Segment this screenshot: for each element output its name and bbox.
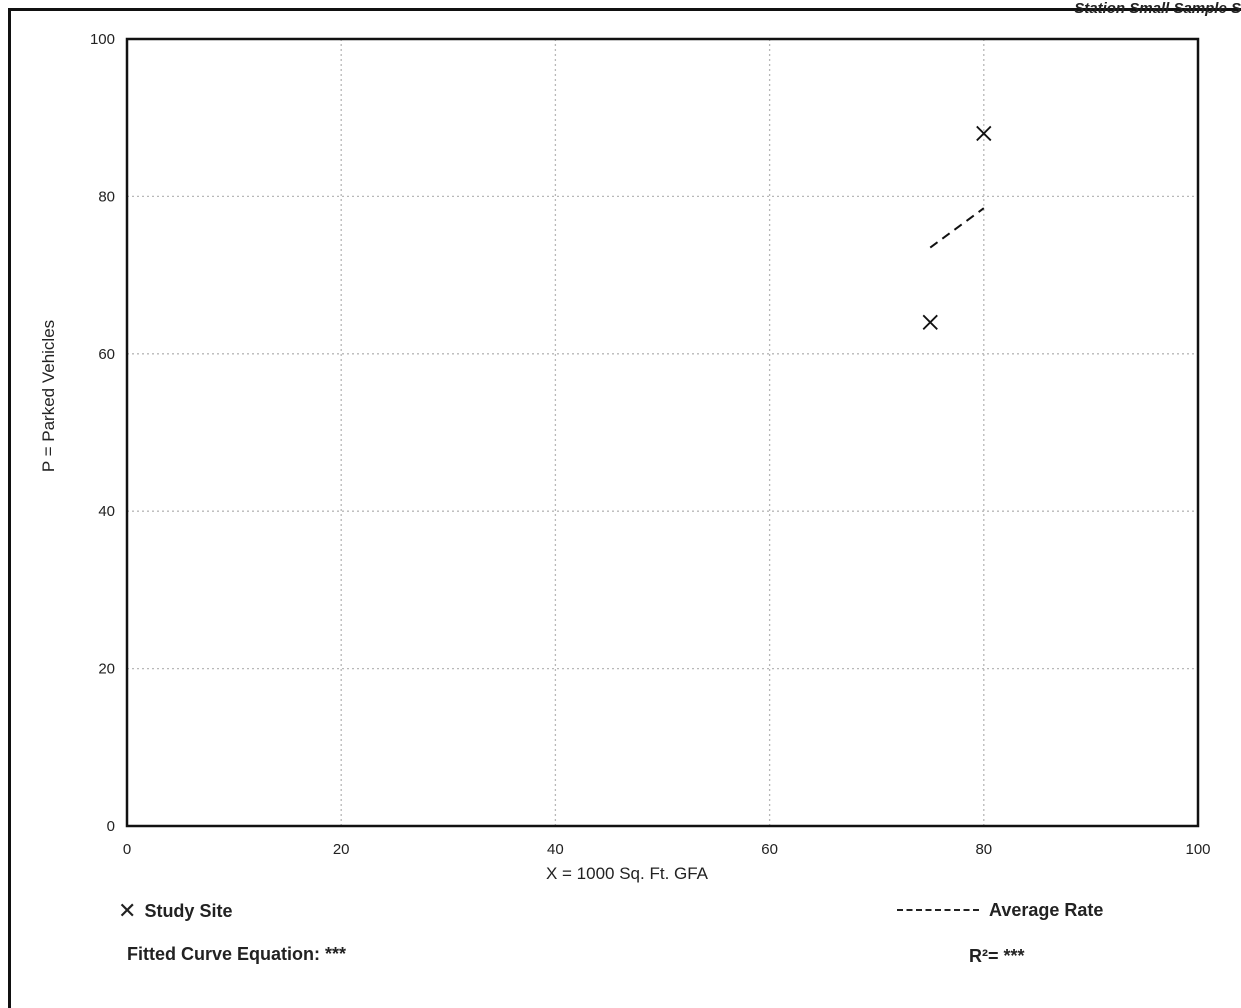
legend-study-site-label: Study Site xyxy=(144,901,233,921)
y-tick-label-3: 60 xyxy=(98,346,115,363)
study-site-marker-icon: ✕ xyxy=(118,898,137,923)
y-axis-label: P = Parked Vehicles xyxy=(39,320,58,472)
x-tick-label-1: 20 xyxy=(333,841,350,858)
y-tick-label-5: 100 xyxy=(90,31,115,48)
x-tick-label-5: 100 xyxy=(1185,841,1210,858)
x-tick-label-4: 80 xyxy=(975,841,992,858)
dashed-line-icon xyxy=(897,909,979,911)
y-tick-label-1: 20 xyxy=(98,661,115,678)
x-axis-ticks: 0 20 40 60 80 100 xyxy=(123,841,1211,858)
legend-average-rate: Average Rate xyxy=(897,900,1103,921)
average-rate-line xyxy=(929,207,985,249)
legend-study-site: ✕ Study Site xyxy=(118,897,232,923)
scatter-chart: 0 20 40 60 80 100 0 20 40 60 80 100 X = 1000 Sq. F… xyxy=(39,31,1211,883)
study-site-point-1 xyxy=(976,125,992,142)
y-axis-ticks: 0 20 40 60 80 100 xyxy=(90,31,115,835)
y-tick-label-2: 40 xyxy=(98,503,115,520)
study-site-point-0 xyxy=(922,314,938,330)
legend-average-rate-label: Average Rate xyxy=(989,900,1104,920)
plot-area-border xyxy=(125,37,1200,828)
grid-lines xyxy=(127,39,1198,826)
y-tick-label-0: 0 xyxy=(107,818,115,835)
x-tick-label-2: 40 xyxy=(547,841,564,858)
y-tick-label-4: 80 xyxy=(98,188,115,205)
x-tick-label-3: 60 xyxy=(761,841,778,858)
report-frame: Station Small Sample Size xyxy=(8,0,1241,1008)
x-axis-label: X = 1000 Sq. Ft. GFA xyxy=(546,864,709,883)
fitted-curve-equation: Fitted Curve Equation: *** xyxy=(127,944,347,964)
x-tick-label-0: 0 xyxy=(123,841,131,858)
r-squared: R²= *** xyxy=(969,946,1025,966)
average-rate-line-group xyxy=(929,207,985,249)
header-text: Station Small Sample Size xyxy=(1074,0,1241,17)
study-site-points xyxy=(922,125,992,330)
